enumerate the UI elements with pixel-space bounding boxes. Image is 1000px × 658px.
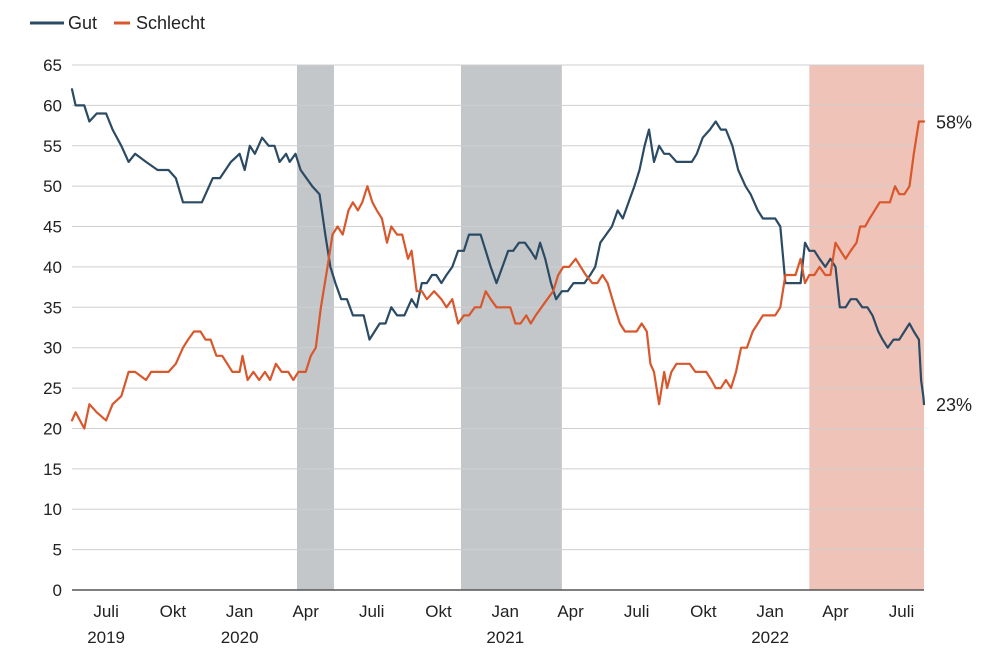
- x-tick-label-2: Jan: [226, 602, 253, 621]
- end-label-schlecht: 58%: [936, 113, 972, 133]
- x-tick-label-12: Juli: [889, 602, 915, 621]
- y-tick-label-45: 45: [43, 218, 62, 237]
- series-line-gut: [70, 88, 926, 406]
- y-tick-label-40: 40: [43, 258, 62, 277]
- x-year-label-2022: 2022: [751, 628, 789, 647]
- x-tick-label-3: Apr: [292, 602, 319, 621]
- x-year-label-2021: 2021: [486, 628, 524, 647]
- x-tick-label-11: Apr: [822, 602, 849, 621]
- y-tick-label-55: 55: [43, 137, 62, 156]
- legend: Gut Schlecht: [30, 13, 205, 33]
- x-tick-label-4: Juli: [359, 602, 385, 621]
- x-tick-label-10: Jan: [756, 602, 783, 621]
- gridlines: [72, 64, 924, 591]
- y-tick-label-25: 25: [43, 379, 62, 398]
- y-tick-label-65: 65: [43, 56, 62, 75]
- x-year-label-2020: 2020: [221, 628, 259, 647]
- x-tick-label-9: Okt: [690, 602, 717, 621]
- y-tick-label-35: 35: [43, 298, 62, 317]
- end-labels: 23% 58%: [936, 113, 972, 416]
- y-tick-label-15: 15: [43, 460, 62, 479]
- y-tick-label-60: 60: [43, 96, 62, 115]
- series-line-schlecht: [70, 120, 926, 430]
- x-tick-label-7: Apr: [557, 602, 584, 621]
- y-tick-label-10: 10: [43, 500, 62, 519]
- y-tick-label-5: 5: [53, 541, 62, 560]
- shaded-period-0: [296, 65, 334, 590]
- x-tick-label-8: Juli: [624, 602, 650, 621]
- x-tick-label-5: Okt: [425, 602, 452, 621]
- legend-label-schlecht: Schlecht: [136, 13, 205, 33]
- x-tick-label-6: Jan: [492, 602, 519, 621]
- y-tick-label-0: 0: [53, 581, 62, 600]
- shaded-period-1: [460, 65, 562, 590]
- legend-label-gut: Gut: [68, 13, 97, 33]
- x-tick-label-1: Okt: [160, 602, 187, 621]
- series-lines: [70, 88, 926, 430]
- x-year-label-2019: 2019: [87, 628, 125, 647]
- y-axis: 0 5 10 15 20 25 30 35 40 45 50 55 60 65: [43, 56, 62, 600]
- legend-item-schlecht: Schlecht: [114, 13, 205, 33]
- y-tick-label-20: 20: [43, 419, 62, 438]
- y-tick-label-30: 30: [43, 339, 62, 358]
- legend-item-gut: Gut: [30, 13, 97, 33]
- end-label-gut: 23%: [936, 395, 972, 415]
- y-tick-label-50: 50: [43, 177, 62, 196]
- x-tick-label-0: Juli: [93, 602, 119, 621]
- x-axis: Juli Okt Jan Apr Juli Okt Jan Apr Juli Okt Jan Apr J…: [87, 602, 914, 647]
- shaded-period-2: [809, 65, 924, 590]
- shaded-periods: [296, 65, 924, 590]
